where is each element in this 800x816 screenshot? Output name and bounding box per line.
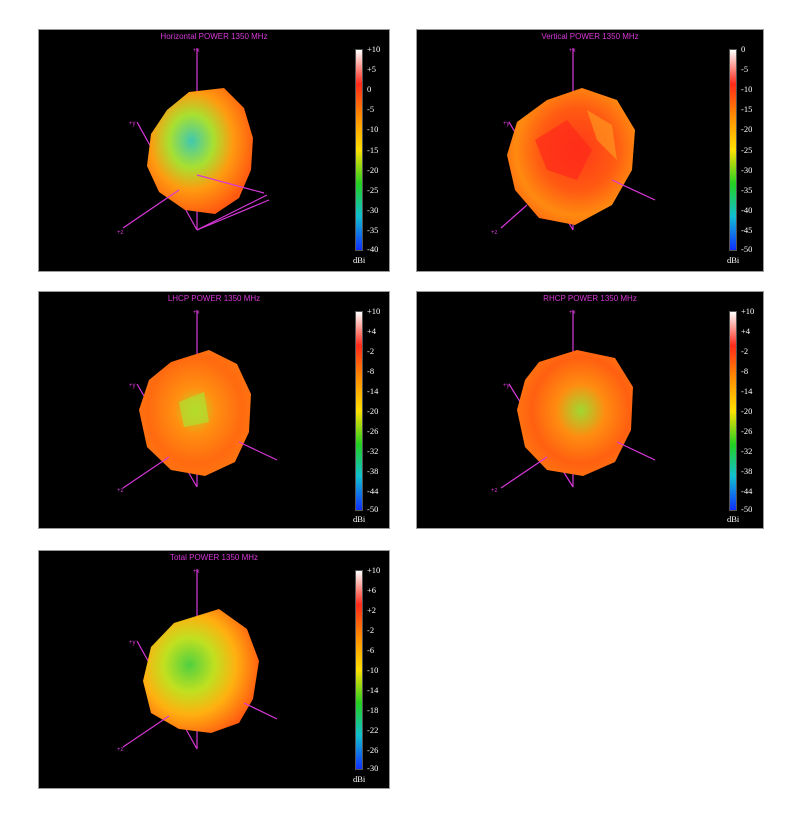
colorbar-tick: -15 bbox=[367, 145, 379, 155]
colorbar-tick: -14 bbox=[741, 386, 753, 396]
colorbar-tick: -22 bbox=[367, 725, 379, 735]
colorbar-tick: -20 bbox=[367, 165, 379, 175]
colorbar-tick: -20 bbox=[741, 406, 753, 416]
axis-y-label: +y bbox=[129, 121, 136, 127]
panel-lhcp: +x +y +z LHCP POWER 1350 MHz +10 +4 -2 -… bbox=[38, 291, 390, 529]
colorbar-tick: +10 bbox=[367, 306, 381, 316]
colorbar-tick: 0 bbox=[367, 84, 372, 94]
colorbar-tick: -50 bbox=[367, 504, 379, 514]
panel-horizontal: +x +y +z Horizontal POWER 1350 MHz +10 +… bbox=[38, 29, 390, 272]
colorbar-tick: +2 bbox=[367, 605, 377, 615]
colorbar bbox=[355, 570, 363, 770]
colorbar-tick: -20 bbox=[741, 124, 753, 134]
colorbar-tick: -30 bbox=[367, 763, 379, 773]
colorbar-tick: +6 bbox=[367, 585, 377, 595]
radiation-pattern-surface bbox=[143, 609, 259, 733]
axis-x-label: +x bbox=[193, 310, 200, 316]
panel-title: RHCP POWER 1350 MHz bbox=[543, 294, 637, 303]
colorbar-tick: -2 bbox=[367, 346, 375, 356]
radiation-pattern-surface bbox=[147, 88, 253, 214]
colorbar-tick: -38 bbox=[741, 466, 753, 476]
colorbar bbox=[729, 49, 737, 251]
colorbar-tick: -8 bbox=[367, 366, 375, 376]
pattern-3d-plot: +x +y +z bbox=[491, 310, 656, 494]
colorbar-tick: -20 bbox=[367, 406, 379, 416]
colorbar-tick: -14 bbox=[367, 386, 379, 396]
axis-x-label: +x bbox=[193, 48, 200, 54]
colorbar-tick: -15 bbox=[741, 104, 753, 114]
colorbar-tick: -5 bbox=[367, 104, 375, 114]
colorbar-tick: +10 bbox=[741, 306, 755, 316]
colorbar-tick: -44 bbox=[741, 486, 753, 496]
colorbar-tick: +4 bbox=[367, 326, 377, 336]
colorbar-unit: dBi bbox=[727, 255, 740, 265]
colorbar-tick: +4 bbox=[741, 326, 751, 336]
colorbar-tick: -35 bbox=[741, 185, 753, 195]
colorbar-unit: dBi bbox=[727, 514, 740, 524]
colorbar bbox=[729, 311, 737, 511]
colorbar-tick: -18 bbox=[367, 705, 379, 715]
pattern-3d-plot: +x +y +z bbox=[117, 48, 270, 236]
panel-total: +x +y +z Total POWER 1350 MHz +10 +6 +2 … bbox=[38, 550, 390, 789]
colorbar-tick: -45 bbox=[741, 225, 753, 235]
colorbar-tick: -10 bbox=[367, 665, 379, 675]
axis-y-label: +y bbox=[129, 640, 136, 646]
colorbar-tick: -38 bbox=[367, 466, 379, 476]
colorbar-tick: -2 bbox=[367, 625, 375, 635]
colorbar-tick: -25 bbox=[741, 145, 753, 155]
panel-title: Vertical POWER 1350 MHz bbox=[541, 32, 639, 41]
colorbar-tick: +10 bbox=[367, 44, 381, 54]
colorbar-unit: dBi bbox=[353, 774, 366, 784]
colorbar-tick: -26 bbox=[367, 426, 379, 436]
colorbar-tick: -26 bbox=[741, 426, 753, 436]
colorbar-tick: -8 bbox=[741, 366, 749, 376]
colorbar-tick: -25 bbox=[367, 185, 379, 195]
axis-y-label: +y bbox=[503, 121, 510, 127]
axis-z-label: +z bbox=[491, 230, 498, 236]
axis-z-label: +z bbox=[117, 488, 124, 494]
colorbar-tick: -32 bbox=[741, 446, 753, 456]
colorbar-tick: 0 bbox=[741, 44, 746, 54]
colorbar-tick: -30 bbox=[741, 165, 753, 175]
axis-y-label: +y bbox=[129, 383, 136, 389]
axis-z-label: +z bbox=[117, 230, 124, 236]
axis-x-label: +x bbox=[193, 569, 200, 575]
colorbar-tick: -50 bbox=[741, 244, 753, 254]
radiation-pattern-surface bbox=[517, 350, 633, 476]
panel-title: Total POWER 1350 MHz bbox=[169, 553, 259, 562]
colorbar-tick: -6 bbox=[367, 645, 375, 655]
colorbar-tick: +5 bbox=[367, 64, 377, 74]
pattern-3d-plot: +x +y +z bbox=[117, 310, 278, 494]
colorbar-tick: -50 bbox=[741, 504, 753, 514]
colorbar-tick: -2 bbox=[741, 346, 749, 356]
colorbar-tick: -32 bbox=[367, 446, 379, 456]
panel-title: LHCP POWER 1350 MHz bbox=[167, 294, 261, 303]
colorbar-tick: -10 bbox=[741, 84, 753, 94]
axis-x-label: +x bbox=[569, 310, 576, 316]
colorbar-tick: -40 bbox=[367, 244, 379, 254]
panel-rhcp: +x +y +z RHCP POWER 1350 MHz +10 +4 -2 -… bbox=[416, 291, 764, 529]
colorbar-tick: -44 bbox=[367, 486, 379, 496]
colorbar-tick: -35 bbox=[367, 225, 379, 235]
colorbar-tick: -5 bbox=[741, 64, 749, 74]
pattern-3d-plot: +x +y +z bbox=[491, 48, 656, 236]
colorbar-tick: -14 bbox=[367, 685, 379, 695]
colorbar-tick: -30 bbox=[367, 205, 379, 215]
axis-z-label: +z bbox=[117, 747, 124, 753]
colorbar-tick: -26 bbox=[367, 745, 379, 755]
colorbar bbox=[355, 49, 363, 251]
panel-title: Horizontal POWER 1350 MHz bbox=[160, 32, 268, 41]
axis-z-label: +z bbox=[491, 488, 498, 494]
axis-x-label: +x bbox=[569, 48, 576, 54]
axis-y-label: +y bbox=[503, 383, 510, 389]
colorbar bbox=[355, 311, 363, 511]
colorbar-tick: -40 bbox=[741, 205, 753, 215]
colorbar-unit: dBi bbox=[353, 255, 366, 265]
pattern-3d-plot: +x +y +z bbox=[117, 569, 278, 753]
colorbar-tick: +10 bbox=[367, 565, 381, 575]
colorbar-unit: dBi bbox=[353, 514, 366, 524]
colorbar-tick: -10 bbox=[367, 124, 379, 134]
panel-vertical: +x +y +z Vertical POWER 1350 MHz 0 -5 -1… bbox=[416, 29, 764, 272]
